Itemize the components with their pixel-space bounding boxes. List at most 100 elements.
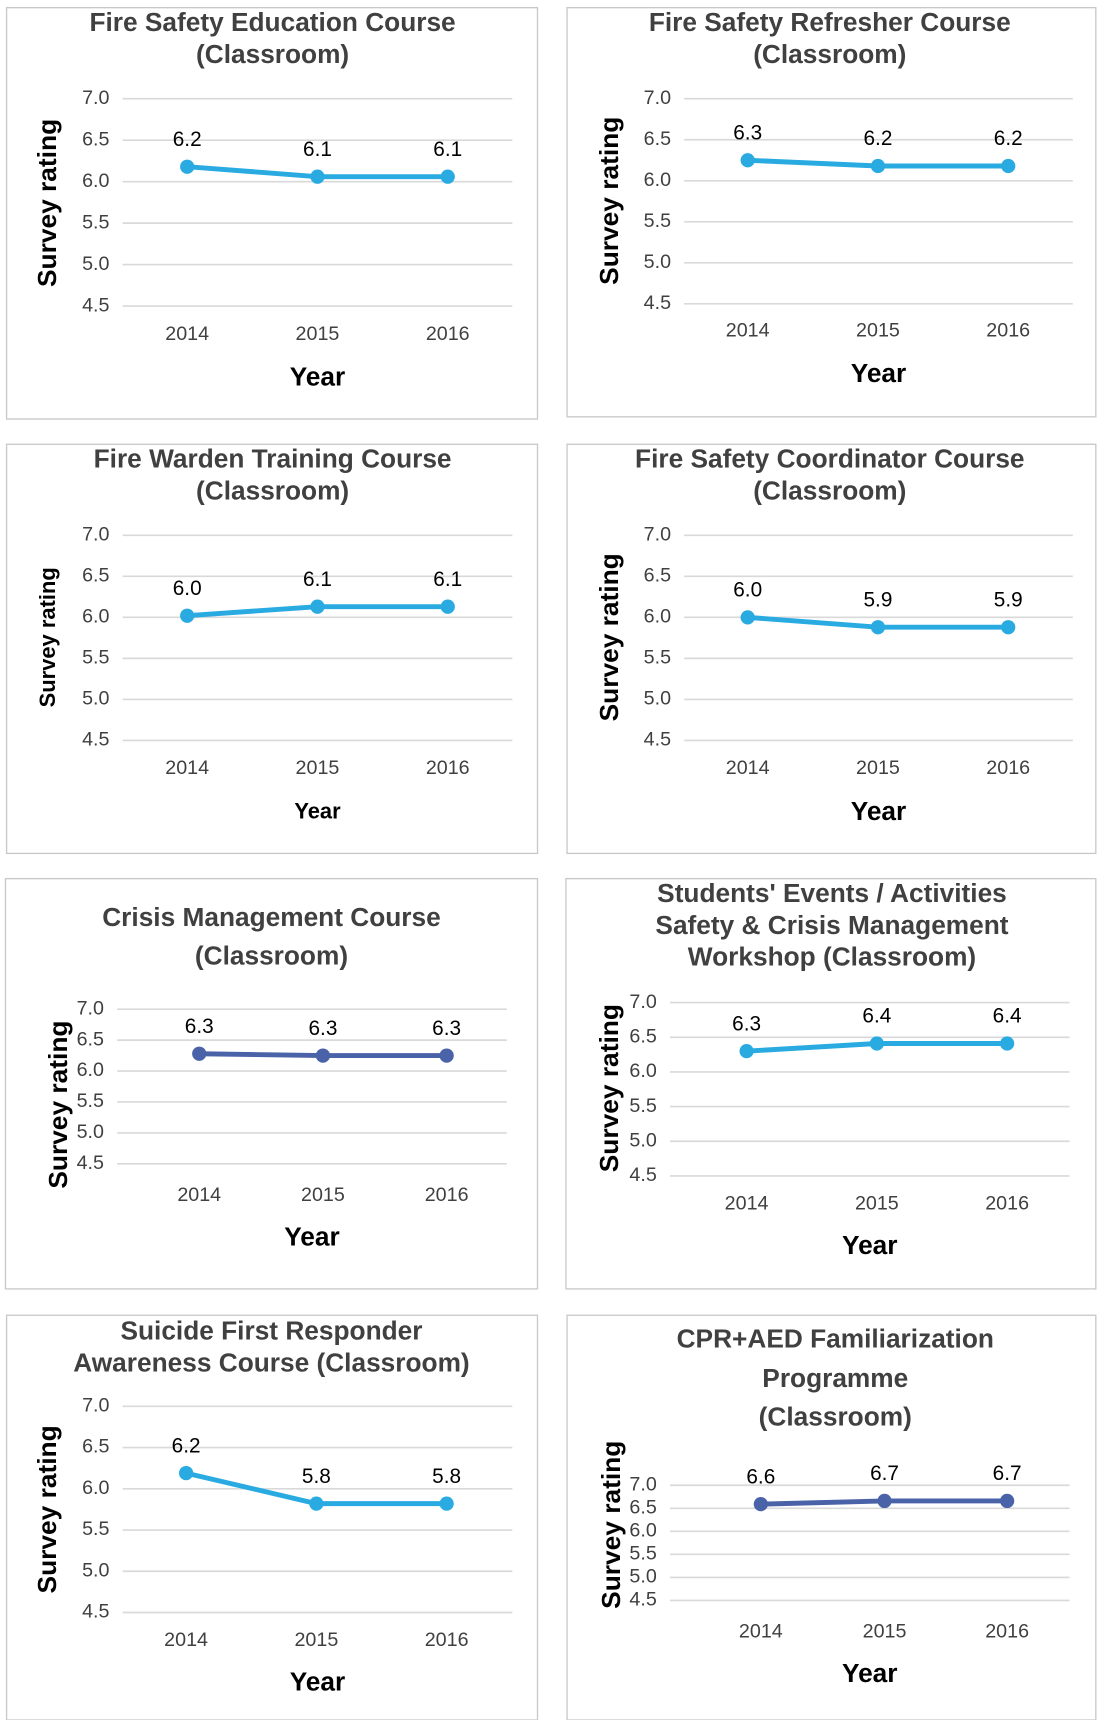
data-label: 6.7 xyxy=(870,1462,899,1485)
x-tick-label: 2016 xyxy=(425,1184,469,1206)
data-point xyxy=(753,1497,768,1512)
data-label: 5.9 xyxy=(994,588,1023,611)
chart-title: Fire Safety Refresher Course xyxy=(649,7,1011,37)
data-label: 6.3 xyxy=(185,1015,214,1038)
y-tick-label: 6.0 xyxy=(82,170,109,192)
y-tick-label: 6.5 xyxy=(82,128,109,150)
y-tick-label: 5.0 xyxy=(77,1121,104,1143)
data-label: 6.3 xyxy=(308,1017,337,1040)
x-axis-label: Year xyxy=(294,799,341,824)
panel-border xyxy=(5,443,539,855)
y-tick-label: 5.0 xyxy=(82,253,109,275)
data-label: 6.1 xyxy=(303,568,332,591)
y-tick-label: 6.0 xyxy=(77,1059,104,1081)
y-tick-label: 5.0 xyxy=(82,1559,109,1581)
y-axis-label: Survey rating xyxy=(43,1021,73,1189)
y-tick-label: 5.0 xyxy=(644,688,671,710)
y-tick-label: 5.0 xyxy=(644,251,671,273)
y-tick-label: 4.5 xyxy=(77,1152,104,1174)
x-tick-label: 2015 xyxy=(856,757,900,779)
y-axis-label: Survey rating xyxy=(32,119,62,287)
data-point xyxy=(740,153,755,168)
x-tick-label: 2014 xyxy=(726,757,770,779)
x-axis-label: Year xyxy=(290,361,345,391)
chart-title: (Classroom) xyxy=(196,39,349,69)
x-tick-label: 2015 xyxy=(856,319,900,341)
y-axis-label: Survey rating xyxy=(596,1441,626,1609)
x-tick-label: 2016 xyxy=(426,323,470,345)
data-point xyxy=(309,1496,324,1511)
x-tick-label: 2014 xyxy=(177,1184,221,1206)
data-point xyxy=(440,599,455,614)
x-tick-label: 2015 xyxy=(301,1184,345,1206)
x-tick-label: 2015 xyxy=(296,757,340,779)
data-point xyxy=(877,1493,892,1509)
data-label: 6.7 xyxy=(993,1462,1022,1485)
data-point xyxy=(870,620,886,635)
chart-title: Awareness Course (Classroom) xyxy=(73,1348,469,1378)
data-point xyxy=(870,158,886,174)
x-tick-label: 2016 xyxy=(425,1629,469,1651)
data-label: 6.4 xyxy=(993,1005,1022,1028)
data-point xyxy=(869,1036,884,1051)
chart-title: Crisis Management Course xyxy=(102,902,440,932)
data-label: 6.2 xyxy=(172,1434,201,1457)
y-tick-label: 5.5 xyxy=(82,647,109,669)
y-tick-label: 5.5 xyxy=(77,1090,104,1112)
data-point xyxy=(310,169,325,184)
y-tick-label: 7.0 xyxy=(629,991,656,1013)
data-label: 6.6 xyxy=(746,1465,775,1488)
data-label: 5.8 xyxy=(432,1465,461,1488)
y-tick-label: 6.5 xyxy=(82,1436,109,1458)
y-tick-label: 6.0 xyxy=(82,1477,109,1499)
data-point xyxy=(440,169,455,184)
x-tick-label: 2016 xyxy=(985,1620,1029,1642)
y-tick-label: 4.5 xyxy=(629,1589,656,1611)
data-label: 6.2 xyxy=(173,128,202,151)
x-tick-label: 2016 xyxy=(426,757,470,779)
chart-title: CPR+AED Familiarization xyxy=(677,1323,994,1353)
y-axis-label: Survey rating xyxy=(32,1425,62,1593)
chart-title: Students' Events / Activities xyxy=(657,878,1007,908)
y-tick-label: 6.5 xyxy=(644,128,671,150)
y-tick-label: 5.5 xyxy=(629,1543,656,1565)
data-point xyxy=(1000,1036,1015,1051)
chart-title: Fire Safety Coordinator Course xyxy=(635,444,1025,474)
y-tick-label: 6.5 xyxy=(629,1025,656,1047)
y-tick-label: 6.0 xyxy=(629,1060,656,1082)
y-tick-label: 7.0 xyxy=(644,87,671,109)
y-tick-label: 5.0 xyxy=(629,1566,656,1588)
y-tick-label: 5.5 xyxy=(644,647,671,669)
y-tick-label: 4.5 xyxy=(82,729,109,751)
data-label: 6.0 xyxy=(173,577,202,600)
chart-title: (Classroom) xyxy=(753,39,906,69)
data-label: 6.1 xyxy=(433,568,462,591)
x-tick-label: 2014 xyxy=(739,1620,783,1642)
y-tick-label: 4.5 xyxy=(82,1601,109,1623)
panel-border xyxy=(566,443,1097,855)
x-axis-label: Year xyxy=(851,358,906,388)
data-point xyxy=(739,1044,754,1059)
x-tick-label: 2014 xyxy=(725,1193,769,1215)
panel-border xyxy=(565,877,1097,1290)
x-tick-label: 2014 xyxy=(165,323,209,345)
y-tick-label: 6.0 xyxy=(644,169,671,191)
data-point xyxy=(180,608,195,623)
chart-title: (Classroom) xyxy=(196,475,349,505)
panel-border xyxy=(566,7,1097,418)
y-tick-label: 5.0 xyxy=(82,688,109,710)
data-point xyxy=(740,610,755,625)
y-tick-label: 7.0 xyxy=(644,523,671,545)
data-point xyxy=(439,1048,454,1063)
data-point xyxy=(1001,158,1016,174)
y-tick-label: 5.5 xyxy=(644,210,671,232)
chart-title: (Classroom) xyxy=(753,475,906,505)
y-tick-label: 7.0 xyxy=(82,523,109,545)
y-axis-label: Survey rating xyxy=(35,567,60,707)
data-label: 6.3 xyxy=(733,121,762,144)
data-label: 6.1 xyxy=(433,138,462,161)
y-axis-label: Survey rating xyxy=(594,117,624,285)
y-tick-label: 7.0 xyxy=(82,87,109,109)
chart-title: Programme xyxy=(762,1363,908,1393)
y-tick-label: 6.5 xyxy=(82,565,109,587)
